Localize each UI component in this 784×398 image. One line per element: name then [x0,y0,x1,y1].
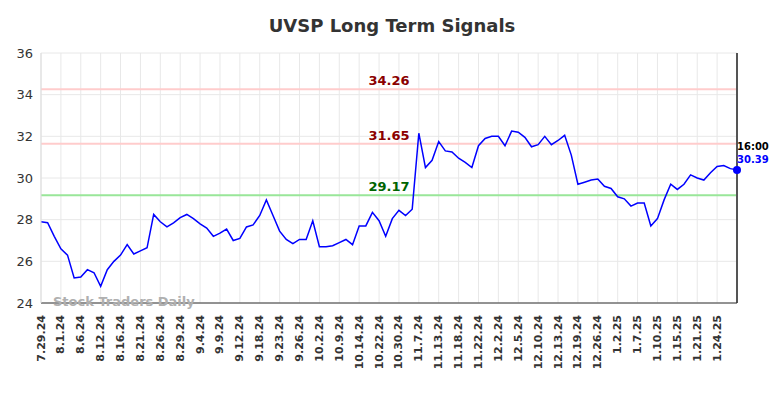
svg-text:34: 34 [16,87,33,102]
svg-text:10.14.24: 10.14.24 [353,315,366,370]
svg-text:9.23.24: 9.23.24 [273,315,286,362]
svg-text:12.13.24: 12.13.24 [552,315,565,370]
svg-text:1.10.25: 1.10.25 [651,315,664,362]
svg-text:7.29.24: 7.29.24 [35,315,48,362]
svg-text:12.5.24: 12.5.24 [512,315,525,362]
svg-text:8.6.24: 8.6.24 [74,315,87,354]
svg-text:1.7.25: 1.7.25 [631,315,644,354]
svg-text:9.26.24: 9.26.24 [293,315,306,362]
svg-text:8.29.24: 8.29.24 [174,315,187,362]
svg-text:32: 32 [16,129,33,144]
html-text:UVSP Long Term Signals: UVSP Long Term Signals [268,15,516,36]
html-text:Stock Traders Daily: Stock Traders Daily [53,294,195,309]
svg-text:12.19.24: 12.19.24 [571,315,584,370]
svg-text:10.22.24: 10.22.24 [373,315,386,370]
svg-text:31.65: 31.65 [368,128,409,143]
svg-text:26: 26 [16,254,33,269]
svg-text:34.26: 34.26 [368,73,409,88]
svg-text:9.9.24: 9.9.24 [213,315,226,354]
svg-text:1.21.25: 1.21.25 [691,315,704,362]
svg-text:11.18.24: 11.18.24 [452,315,465,370]
svg-text:10.2.24: 10.2.24 [313,315,326,362]
svg-text:11.22.24: 11.22.24 [472,315,485,370]
svg-text:8.21.24: 8.21.24 [134,315,147,362]
svg-text:30: 30 [16,171,33,186]
svg-text:9.18.24: 9.18.24 [253,315,266,362]
svg-text:8.12.24: 8.12.24 [94,315,107,362]
svg-text:24: 24 [16,296,33,311]
svg-text:12.2.24: 12.2.24 [492,315,505,362]
svg-text:8.16.24: 8.16.24 [114,315,127,362]
svg-text:28: 28 [16,212,33,227]
svg-text:1.15.25: 1.15.25 [671,315,684,362]
svg-text:30.39: 30.39 [737,154,769,165]
svg-text:10.9.24: 10.9.24 [333,315,346,362]
svg-text:9.4.24: 9.4.24 [194,315,207,354]
svg-text:9.12.24: 9.12.24 [233,315,246,362]
svg-text:10.30.24: 10.30.24 [392,315,405,370]
svg-text:12.26.24: 12.26.24 [591,315,604,370]
svg-text:36: 36 [16,46,33,61]
svg-text:8.1.24: 8.1.24 [54,315,67,354]
svg-text:1.24.25: 1.24.25 [711,315,724,362]
svg-text:11.13.24: 11.13.24 [432,315,445,370]
svg-text:16:00: 16:00 [737,141,769,152]
svg-text:12.10.24: 12.10.24 [532,315,545,370]
svg-text:1.2.25: 1.2.25 [611,315,624,354]
svg-text:11.7.24: 11.7.24 [412,315,425,362]
svg-text:8.26.24: 8.26.24 [154,315,167,362]
svg-text:29.17: 29.17 [368,179,409,194]
